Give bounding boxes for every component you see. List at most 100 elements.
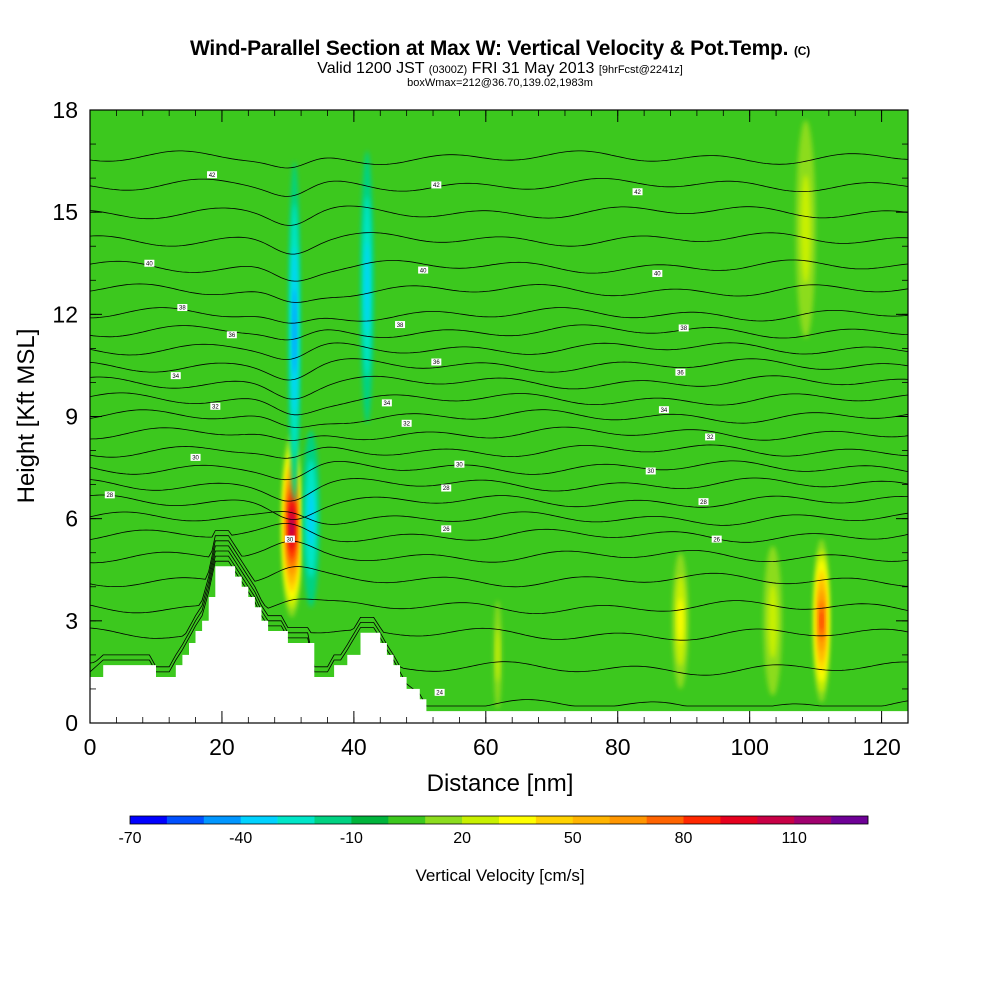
colorbar-swatch: [609, 816, 647, 824]
contour-label-box: [381, 399, 392, 407]
contour-label: 28: [443, 486, 450, 492]
isentrope-line: [90, 324, 908, 341]
x-tick-label: 40: [341, 734, 367, 760]
isentrope-line: [90, 511, 908, 526]
x-axis: 0 20 40 60 80 100 120: [84, 110, 909, 760]
contour-label: 38: [397, 323, 404, 329]
colorbar-swatch: [646, 816, 684, 824]
contour-label-box: [431, 181, 442, 189]
isentrope-line: [90, 523, 908, 543]
colorbar-swatch: [388, 816, 426, 824]
isentrope-line: [90, 283, 908, 303]
contour-label-box: [441, 484, 452, 492]
contour-label: 28: [700, 500, 707, 506]
isentrope-line: [90, 205, 908, 226]
colorbar-swatch: [535, 816, 574, 824]
colorbar-swatch: [203, 816, 241, 824]
contour-label-box: [675, 368, 686, 376]
contour-label-box: [711, 535, 722, 543]
colorbar-title: Vertical Velocity [cm/s]: [415, 866, 584, 885]
velocity-feature: [290, 517, 293, 534]
colorbar-tick-label: 110: [781, 830, 807, 847]
contour-label-box: [678, 324, 689, 332]
valid-date: FRI 31 May 2013: [471, 60, 595, 77]
velocity-feature: [768, 583, 778, 659]
velocity-feature: [820, 610, 823, 632]
isentrope-line: [90, 540, 908, 588]
contour-label: 42: [634, 190, 641, 196]
contour-label-box: [395, 321, 406, 329]
terrain: [90, 566, 908, 723]
contour-label-box: [652, 269, 663, 277]
isentrope-line: [90, 232, 908, 255]
contour-label-box: [632, 188, 643, 196]
colorbar-tick-label: -40: [229, 830, 252, 847]
colorbar-swatch: [166, 816, 205, 824]
contour-label-box: [144, 259, 155, 267]
colorbar-swatch: [831, 816, 869, 824]
isentrope-line: [90, 494, 908, 520]
isentrope-line: [90, 259, 908, 282]
isentrope-line: [90, 375, 908, 400]
x-tick-label: 0: [84, 734, 97, 760]
contour-label-box: [698, 498, 709, 506]
colorbar-frame: [129, 815, 869, 825]
contour-label-box: [658, 406, 669, 414]
velocity-feature: [677, 598, 684, 644]
copyright-mark: (C): [793, 44, 811, 58]
colorbar-swatch: [499, 816, 537, 824]
contour-label-box: [454, 460, 465, 468]
velocity-features: [281, 120, 831, 710]
contour-label: 34: [384, 401, 391, 407]
contour-label-box: [401, 419, 412, 427]
contour-label-box: [170, 372, 181, 380]
y-tick-label: 12: [52, 301, 78, 327]
isentrope-line: [90, 392, 908, 416]
y-tick-label: 0: [65, 710, 78, 736]
contour-label-box: [104, 491, 115, 499]
x-tick-label: 60: [473, 734, 499, 760]
colorbar-tick-label: 80: [675, 830, 693, 847]
contour-label: 30: [192, 456, 199, 462]
y-tick-label: 15: [52, 199, 78, 225]
y-tick-label: 3: [65, 608, 78, 634]
contour-label: 30: [647, 469, 654, 475]
contour-label: 40: [654, 272, 661, 278]
contour-label: 36: [433, 360, 440, 366]
contour-label: 28: [106, 493, 113, 499]
isentrope-line: [90, 444, 908, 459]
velocity-feature: [293, 288, 296, 374]
velocity-feature: [308, 489, 314, 549]
x-tick-label: 80: [605, 734, 631, 760]
isentrope-line: [90, 535, 908, 564]
chart-subtitle: Valid 1200 JST (0300Z) FRI 31 May 2013 […: [0, 60, 1000, 78]
plot-area: 28 30 32 34 36 38 40 42 30 32 34 36 38 40 42 26 28 30 24 26…: [89, 109, 909, 724]
colorbar: -70 -40 -10 20 50 80 110: [118, 815, 869, 847]
forecast-info: [9hrFcst@2241z]: [598, 64, 683, 76]
colorbar-tick-label: 50: [564, 830, 582, 847]
colorbar-swatch: [277, 816, 315, 824]
contour-label-box: [418, 266, 429, 274]
colorbar-tick-label: 20: [453, 830, 471, 847]
contour-label-box: [177, 304, 188, 312]
valid-time: Valid 1200 JST: [317, 60, 425, 77]
contour-label: 30: [456, 462, 463, 468]
contour-label: 34: [661, 408, 668, 414]
contour-label: 30: [287, 537, 294, 543]
x-tick-label: 120: [862, 734, 900, 760]
x-tick-label: 100: [730, 734, 768, 760]
utc-time: (0300Z): [428, 64, 468, 76]
colorbar-swatch: [720, 816, 758, 824]
contour-label: 42: [209, 173, 216, 179]
velocity-feature: [495, 627, 500, 683]
isentrope-line: [90, 342, 908, 360]
contour-label-box: [226, 331, 237, 339]
contour-label-box: [190, 453, 201, 461]
contour-label: 36: [677, 370, 684, 376]
colorbar-swatch: [757, 816, 795, 824]
isentrope-line: [90, 307, 908, 324]
velocity-feature: [364, 241, 370, 333]
contour-label: 32: [403, 422, 410, 428]
